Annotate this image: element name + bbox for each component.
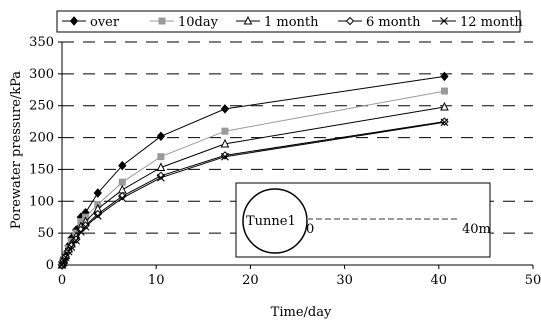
data-point-marker: [69, 16, 79, 26]
y-tick-label: 0: [46, 258, 54, 273]
legend-item: 10day: [150, 15, 219, 30]
data-point-marker: [93, 212, 102, 220]
series-12-month: [58, 118, 449, 269]
y-tick-label: 100: [29, 194, 54, 209]
y-axis-title: Porewater pressure/kPa: [9, 71, 24, 229]
data-point-marker: [440, 71, 449, 82]
legend-label: 6 month: [366, 15, 421, 30]
legend: over 10day 1 month 6 month 12 month: [56, 10, 523, 33]
data-point-marker: [81, 222, 90, 231]
data-point-marker: [118, 160, 127, 171]
tunnel-circle: [242, 188, 308, 254]
data-point-marker: [440, 87, 448, 95]
x-axis-title: Time/day: [271, 305, 332, 320]
data-point-marker: [221, 127, 229, 135]
data-point-marker: [117, 184, 127, 194]
legend-label: 1 month: [264, 15, 319, 30]
legend-label: 10day: [178, 15, 219, 30]
data-point-marker: [64, 247, 73, 256]
data-point-marker: [220, 104, 230, 114]
legend-item: 6 month: [338, 15, 421, 30]
legend-frame: [56, 10, 521, 33]
data-point-marker: [440, 17, 448, 25]
legend-item: 12 month: [432, 15, 523, 30]
x-tick-label: 20: [242, 273, 259, 288]
legend-item: 1 month: [236, 15, 319, 30]
end-distance-label: 40m: [462, 222, 491, 237]
start-distance-label: 0: [306, 222, 314, 237]
legend-label: 12 month: [460, 15, 523, 30]
x-tick-label: 0: [58, 273, 66, 288]
data-point-marker: [118, 194, 127, 202]
data-point-marker: [221, 152, 229, 161]
data-point-marker: [156, 162, 166, 172]
data-point-marker: [440, 118, 449, 127]
data-point-marker: [67, 243, 76, 252]
legend-item: over: [62, 15, 120, 30]
y-tick-label: 350: [29, 35, 54, 50]
y-tick-label: 200: [29, 131, 54, 146]
x-tick-label: 10: [148, 273, 165, 288]
data-point-marker: [156, 131, 166, 142]
data-point-marker: [93, 188, 102, 198]
x-tick-label: 50: [525, 273, 541, 288]
data-point-marker: [157, 153, 165, 161]
legend-label: over: [90, 15, 120, 30]
x-tick-label: 40: [431, 273, 448, 288]
data-point-marker: [118, 178, 126, 186]
axes: 0 50 100 150 200 250 300 350 0 10 20 30 40 50: [29, 35, 541, 288]
tunnel-label: Tunne1: [246, 214, 296, 229]
data-point-marker: [220, 138, 230, 148]
inset-diagram: Tunne1 0 40m: [235, 182, 491, 258]
data-point-marker: [59, 259, 67, 267]
series-group: [57, 71, 449, 270]
y-tick-label: 300: [29, 67, 54, 82]
x-tick-label: 30: [336, 273, 353, 288]
y-tick-label: 250: [29, 99, 54, 114]
data-point-marker: [345, 16, 355, 26]
data-point-marker: [61, 253, 70, 262]
data-point-marker: [440, 101, 449, 111]
y-tick-label: 150: [29, 162, 54, 177]
data-point-marker: [72, 236, 81, 245]
data-point-marker: [158, 17, 166, 25]
data-point-marker: [243, 15, 253, 25]
data-point-marker: [58, 261, 66, 269]
y-tick-label: 50: [37, 226, 54, 241]
data-point-marker: [157, 173, 165, 182]
